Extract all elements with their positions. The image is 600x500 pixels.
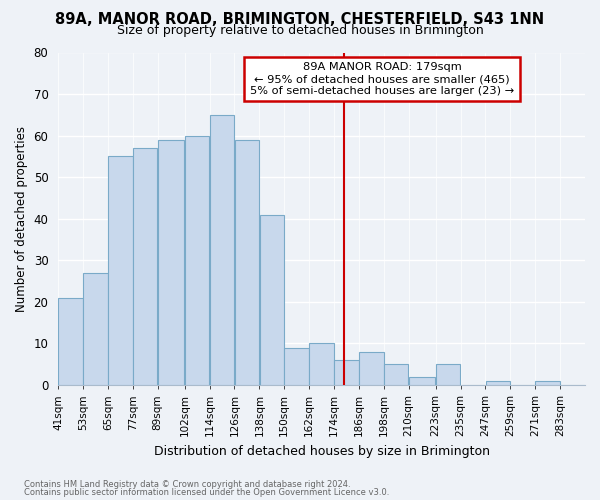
Bar — [235, 140, 259, 385]
Bar — [58, 298, 83, 385]
Bar — [108, 156, 133, 385]
Text: Size of property relative to detached houses in Brimington: Size of property relative to detached ho… — [116, 24, 484, 37]
Bar — [409, 376, 436, 385]
Text: 89A MANOR ROAD: 179sqm
← 95% of detached houses are smaller (465)
5% of semi-det: 89A MANOR ROAD: 179sqm ← 95% of detached… — [250, 62, 514, 96]
Y-axis label: Number of detached properties: Number of detached properties — [15, 126, 28, 312]
Bar — [485, 381, 510, 385]
Text: Contains public sector information licensed under the Open Government Licence v3: Contains public sector information licen… — [24, 488, 389, 497]
Bar — [535, 381, 560, 385]
Bar — [210, 115, 234, 385]
Text: 89A, MANOR ROAD, BRIMINGTON, CHESTERFIELD, S43 1NN: 89A, MANOR ROAD, BRIMINGTON, CHESTERFIEL… — [55, 12, 545, 28]
Bar — [384, 364, 409, 385]
Bar — [284, 348, 309, 385]
Bar — [133, 148, 157, 385]
X-axis label: Distribution of detached houses by size in Brimington: Distribution of detached houses by size … — [154, 444, 490, 458]
Bar — [310, 344, 334, 385]
Bar — [158, 140, 184, 385]
Bar — [185, 136, 209, 385]
Bar — [359, 352, 383, 385]
Bar — [436, 364, 460, 385]
Bar — [83, 273, 107, 385]
Bar — [334, 360, 359, 385]
Bar — [260, 214, 284, 385]
Text: Contains HM Land Registry data © Crown copyright and database right 2024.: Contains HM Land Registry data © Crown c… — [24, 480, 350, 489]
